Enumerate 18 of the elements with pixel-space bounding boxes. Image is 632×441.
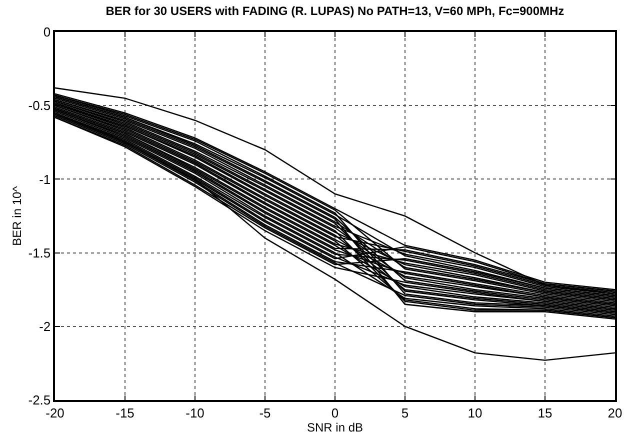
x-axis-title: SNR in dB [306, 420, 364, 434]
x-tick-label: -5 [259, 405, 271, 420]
y-axis-title: BER in 10^ [10, 186, 24, 246]
x-tick-label: 0 [331, 405, 339, 420]
y-tick-label: -2 [39, 318, 51, 334]
x-tick-label: 20 [608, 405, 622, 420]
y-tick-label: -1.5 [28, 245, 51, 260]
y-tick-label: -0.5 [28, 98, 51, 114]
y-tick-label: -1 [39, 172, 51, 187]
x-tick-label: 5 [401, 405, 409, 420]
x-tick-label: 15 [538, 405, 552, 420]
chart-title: BER for 30 USERS with FADING (R. LUPAS) No PATH=13, V=60 MPh, Fc=900MHz [106, 4, 564, 18]
y-tick-label: 0 [43, 24, 51, 40]
x-tick-label: 10 [468, 405, 482, 420]
x-tick-label: -20 [46, 405, 64, 420]
x-tick-label: -10 [186, 405, 204, 420]
y-tick-label: -2.5 [28, 392, 51, 408]
x-tick-label: -15 [116, 405, 134, 420]
